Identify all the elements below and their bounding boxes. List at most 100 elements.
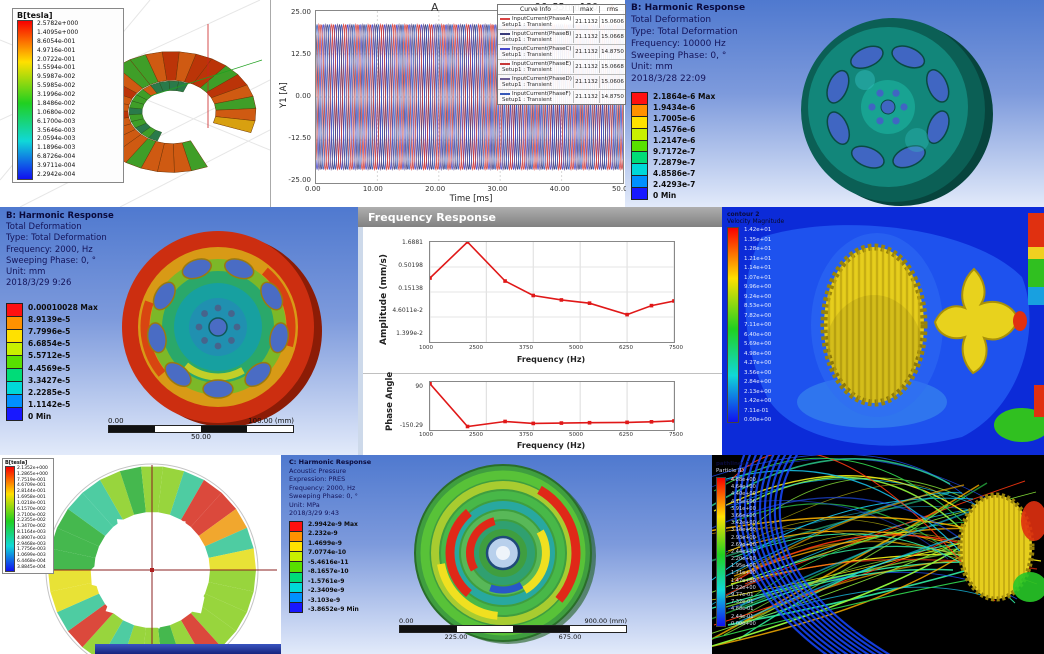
field-legend: B[tesla] 2.5782e+000 1.4095e+000 8.6054e-0… (12, 8, 124, 183)
panel-current-plot: A 96v55nm180 Y1 [A] 25.0012.500.00-12.50… (270, 0, 626, 207)
curve-info-row: InputCurrent(PhaseF) Setup1 : Transient 21… (500, 91, 624, 103)
legend-colorbar (289, 521, 303, 613)
y-tick-label: 12.50 (290, 50, 311, 58)
legend-value: 9.96e+00 (744, 284, 772, 290)
curve-info-table: Curve Info max rms InputCurrent(PhaseA) S… (497, 4, 626, 105)
panel-harmonic-10000: B: Harmonic Response Total Deformation Typ… (625, 0, 1044, 207)
legend-value: 2.20e+00 (731, 556, 756, 563)
legend-value: 6.4468e-004 (17, 559, 46, 564)
legend-value: -2.3409e-9 (308, 587, 345, 595)
legend-value: 1.6958e-001 (17, 495, 46, 501)
legend-value: 1.7756e-003 (17, 547, 46, 553)
scale-ruler: 0.00 900.00 (mm) 225.00 675.00 (399, 617, 627, 641)
header-line: 2018/3/28 22:09 (631, 74, 706, 85)
legend-value: 0.00010028 Max (28, 303, 98, 312)
header-line: 2018/3/29 9:26 (6, 278, 72, 289)
particle-legend: 4.88e+00 4.64e+00 4.40e+00 4.15e+00 3.91e+00… (716, 477, 756, 627)
curve-info-row: InputCurrent(PhaseA) Setup1 : Transient 21… (498, 15, 625, 30)
legend-value: 1.4576e-6 (653, 125, 696, 134)
y-tick-label: 4.6011e-2 (392, 307, 423, 315)
legend-title: B[tesla] (17, 11, 53, 20)
legend-value: 4.27e+00 (744, 360, 772, 366)
window-titlebar[interactable]: Frequency Response (358, 207, 722, 227)
legend-title-line: Particle ID (716, 467, 744, 474)
legend-value: 1.35e+01 (744, 236, 772, 243)
x-tick-label: 5000 (569, 432, 583, 438)
curve-info-row: InputCurrent(PhaseD) Setup1 : Transient 21… (498, 75, 625, 90)
legend-title-line: contour 2 (727, 211, 760, 218)
legend-value: 1.95e+00 (731, 563, 756, 570)
legend-value: 4.88e+00 (731, 477, 756, 483)
legend-value: 3.42e+00 (731, 520, 756, 527)
amplitude-curve (430, 242, 674, 342)
legend-value: 9.77e-01 (731, 592, 754, 598)
acoustic-disc-image (414, 464, 596, 644)
legend-value: 1.1896e-003 (37, 144, 76, 152)
y-tick-label: 90 (415, 383, 423, 390)
legend-value: 2.44e+00 (731, 548, 756, 555)
legend-value: 8.9139e-5 (28, 315, 71, 325)
ruler-mid: 50.00 (190, 433, 212, 441)
ruler-bar (399, 625, 627, 633)
legend-value: 3.91e+00 (731, 505, 756, 512)
legend-value: 1.8486e-002 (37, 99, 76, 107)
legend-value: -3.103e-9 (308, 596, 341, 604)
legend-value: 1.42e+00 (744, 398, 772, 404)
legend-value: 1.0218e-001 (17, 500, 46, 506)
velocity-legend: 1.42e+01 1.35e+01 1.28e+01 1.21e+01 1.14e+01… (727, 227, 771, 423)
legend-value: 3.1996e-002 (37, 91, 76, 98)
legend-value: 3.5646e-003 (37, 126, 76, 134)
x-tick-label: 7500 (669, 345, 683, 351)
window-titlebar-fragment (95, 644, 281, 654)
legend-value: 2.44e-01 (731, 613, 754, 620)
col-rms: rms (599, 6, 625, 13)
header-line: Total Deformation (6, 222, 82, 233)
legend-colorbar (6, 303, 23, 421)
legend-value: 1.9434e-6 (653, 103, 696, 112)
deformation-wheel-image (801, 18, 993, 206)
panel-maxwell-torus: B[tesla] 2.5782e+000 1.4095e+000 8.6054e-0… (0, 0, 270, 207)
panel-maxwell-rotor: B[tesla] 2.1352e+000 1.2865e+000 7.7519e-0… (0, 455, 281, 654)
legend-value: 1.1142e-5 (28, 399, 71, 409)
y-tick-label: 0.50198 (398, 261, 423, 269)
y-tick-label: 1.6881 (402, 239, 423, 246)
plot-corner-label: A (431, 1, 439, 14)
legend-value: 7.2879e-7 (653, 158, 696, 167)
legend-value: 1.2147e-6 (653, 136, 696, 145)
legend-value: 2.1864e-6 Max (653, 92, 716, 101)
curve-info-row: InputCurrent(PhaseE) Setup1 : Transient 21… (498, 60, 625, 75)
legend-value: 5.5712e-5 (28, 351, 71, 361)
ruler-max: 100.00 (mm) (248, 417, 294, 425)
header-line: Type: Total Deformation (6, 233, 107, 244)
legend-value: 6.40e+00 (744, 331, 772, 338)
curve-table-header: Curve Info max rms (498, 5, 625, 15)
x-tick-label: 7500 (669, 432, 683, 438)
legend-value: 2.1352e+000 (17, 466, 48, 471)
legend-value: 2.84e+00 (744, 379, 772, 385)
x-tick-label: 40.00 (549, 185, 570, 193)
legend-value: 1.47e+00 (731, 577, 756, 584)
legend-value: 2.0594e-003 (37, 135, 76, 143)
legend-value: -5.4616e-11 (308, 558, 349, 566)
legend-value: 2.0722e-001 (37, 55, 76, 63)
field-legend: B[tesla] 2.1352e+000 1.2865e+000 7.7519e-0… (2, 458, 54, 574)
legend-value: -1.5761e-9 (308, 577, 345, 585)
legend-value: 6.8726e-004 (37, 153, 76, 161)
legend-value: 6.6854e-5 (28, 339, 71, 349)
amplitude-x-label: Frequency (Hz) (516, 355, 586, 364)
ruler-bar (108, 425, 294, 433)
legend-colorbar (17, 20, 33, 180)
y-tick-label: 25.00 (290, 8, 311, 16)
col-curve-info: Curve Info (520, 6, 551, 13)
legend-value: 2.8144e-001 (17, 489, 46, 495)
legend-value: 2.2355e-002 (17, 518, 46, 524)
legend-value: 1.22e+00 (731, 584, 756, 591)
x-tick-label: 30.00 (487, 185, 508, 193)
legend-value: 1.5594e-001 (37, 64, 76, 72)
legend-value: 2.232e-9 (308, 530, 338, 538)
y-tick-label: -25.00 (288, 176, 311, 184)
phase-axis-label: Phase Angle (385, 371, 395, 431)
legend-value: 0.00e+00 (731, 620, 756, 627)
legend-title: B[tesla] (5, 460, 28, 466)
deformation-wheel-image (122, 231, 322, 427)
